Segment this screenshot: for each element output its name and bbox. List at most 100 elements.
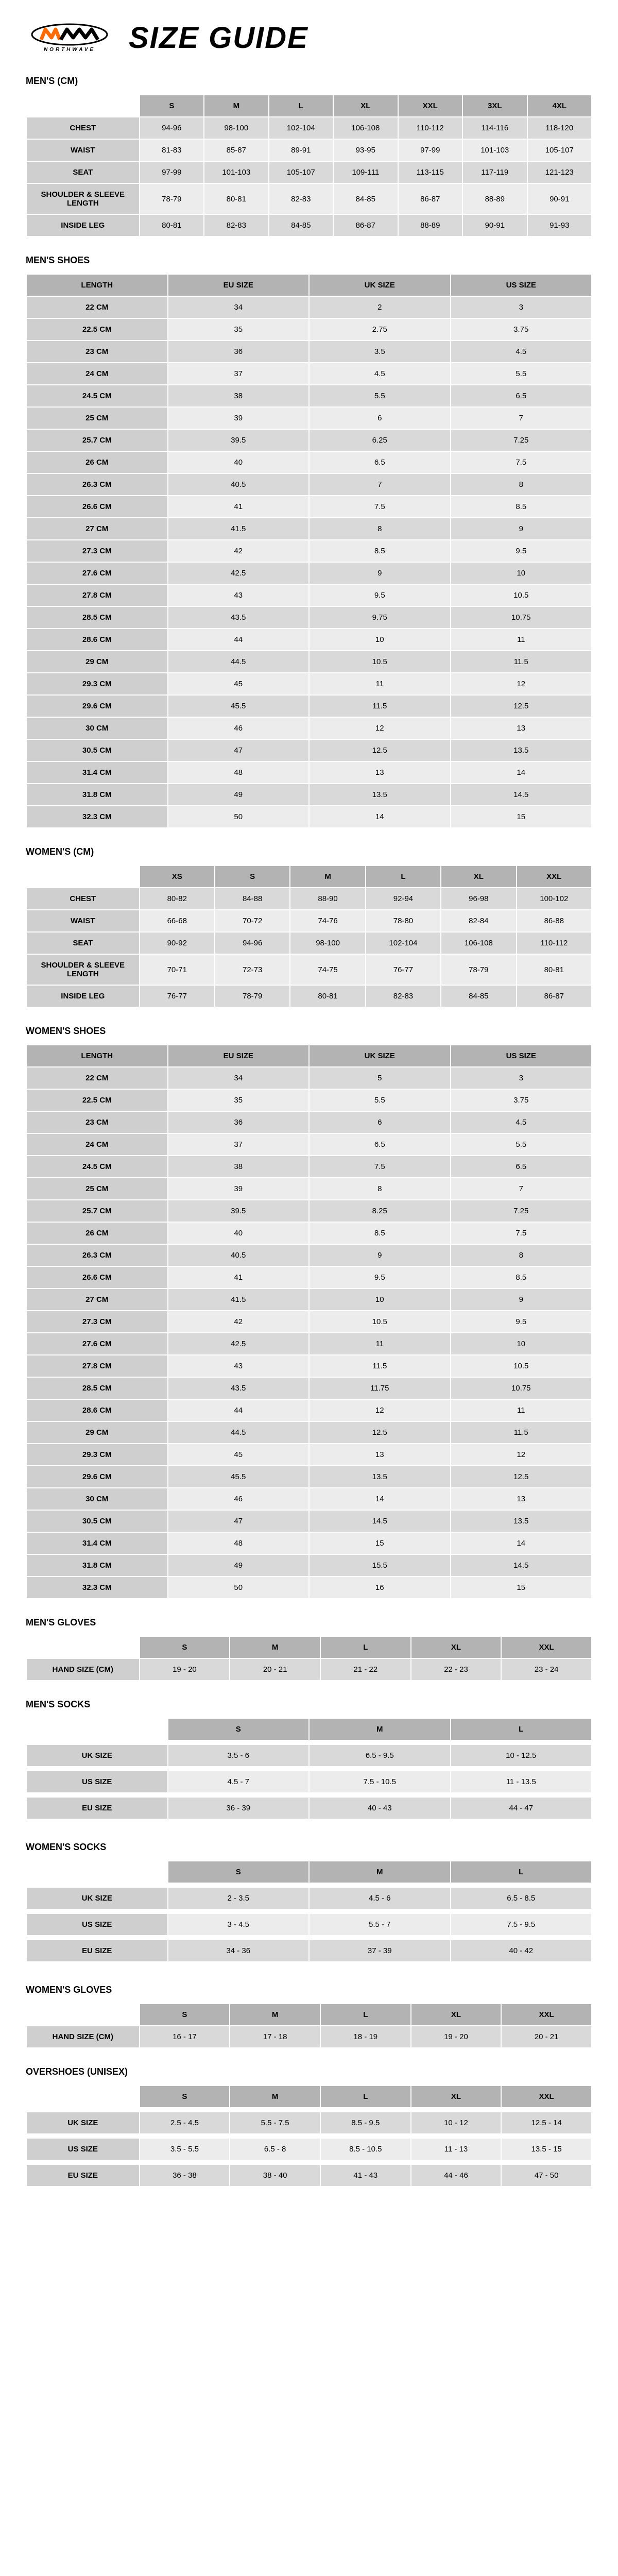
cell: 8.5 <box>309 1222 451 1244</box>
cell: 5.5 <box>309 385 451 407</box>
cell: 3.5 - 6 <box>168 1742 310 1769</box>
table-row: SHOULDER & SLEEVE LENGTH78-7980-8182-838… <box>26 183 592 214</box>
cell: 15 <box>451 1577 592 1599</box>
row-header: 24.5 CM <box>26 1156 168 1178</box>
row-header: 24 CM <box>26 363 168 385</box>
cell: 12.5 <box>309 739 451 761</box>
row-header: 27.3 CM <box>26 540 168 562</box>
cell: 4.5 - 7 <box>168 1769 310 1795</box>
cell: 11.5 <box>451 1421 592 1444</box>
cell: 13.5 <box>309 784 451 806</box>
cell: 45.5 <box>168 1466 310 1488</box>
cell: 14 <box>309 1488 451 1510</box>
column-header: XXL <box>398 95 462 117</box>
row-header: 26 CM <box>26 451 168 473</box>
cell: 13 <box>451 717 592 739</box>
cell: 94-96 <box>215 932 290 954</box>
cell: 40.5 <box>168 473 310 496</box>
table-row: 26.6 CM419.58.5 <box>26 1266 592 1289</box>
row-header: 28.5 CM <box>26 1377 168 1399</box>
row-header: HAND SIZE (CM) <box>26 2026 140 2048</box>
column-header <box>26 2004 140 2026</box>
cell: 2.75 <box>309 318 451 341</box>
row-header: US SIZE <box>26 1769 168 1795</box>
column-header: S <box>140 95 204 117</box>
table-row: 30.5 CM4714.513.5 <box>26 1510 592 1532</box>
cell: 13 <box>309 761 451 784</box>
column-header: 4XL <box>527 95 592 117</box>
cell: 6.5 - 8.5 <box>451 1885 592 1911</box>
row-header: US SIZE <box>26 1911 168 1938</box>
cell: 43.5 <box>168 1377 310 1399</box>
cell: 74-75 <box>290 954 365 985</box>
table-row: UK SIZE2.5 - 4.55.5 - 7.58.5 - 9.510 - 1… <box>26 2110 592 2136</box>
cell: 10 <box>309 629 451 651</box>
table-row: 24 CM374.55.5 <box>26 363 592 385</box>
cell: 42.5 <box>168 1333 310 1355</box>
cell: 21 - 22 <box>320 1658 411 1681</box>
row-header: 26 CM <box>26 1222 168 1244</box>
cell: 80-82 <box>140 888 215 910</box>
cell: 7.25 <box>451 1200 592 1222</box>
table-row: 22 CM3423 <box>26 296 592 318</box>
size-table: SMLUK SIZE3.5 - 66.5 - 9.510 - 12.5US SI… <box>26 1718 592 1824</box>
cell: 6.5 - 8 <box>230 2136 320 2162</box>
table-row: US SIZE4.5 - 77.5 - 10.511 - 13.5 <box>26 1769 592 1795</box>
cell: 3.75 <box>451 1089 592 1111</box>
column-header: UK SIZE <box>309 274 451 296</box>
section-title: WOMEN'S GLOVES <box>26 1985 592 1995</box>
table-row: 25 CM3967 <box>26 407 592 429</box>
cell: 80-81 <box>290 985 365 1007</box>
cell: 84-85 <box>441 985 516 1007</box>
row-header: 23 CM <box>26 1111 168 1133</box>
cell: 10 - 12.5 <box>451 1742 592 1769</box>
column-header: UK SIZE <box>309 1045 451 1067</box>
row-header: 31.8 CM <box>26 1554 168 1577</box>
column-header: L <box>320 1636 411 1658</box>
cell: 22 - 23 <box>411 1658 502 1681</box>
table-row: HAND SIZE (CM)19 - 2020 - 2121 - 2222 - … <box>26 1658 592 1681</box>
cell: 9 <box>309 1244 451 1266</box>
cell: 6 <box>309 1111 451 1133</box>
cell: 114-116 <box>462 117 527 139</box>
column-header: S <box>140 1636 230 1658</box>
sections-container: MEN'S (CM)SMLXLXXL3XL4XLCHEST94-9698-100… <box>26 76 592 2191</box>
cell: 6.5 <box>451 385 592 407</box>
cell: 44 <box>168 629 310 651</box>
row-header: 27.8 CM <box>26 1355 168 1377</box>
cell: 6.5 <box>451 1156 592 1178</box>
table-row: 23 CM3664.5 <box>26 1111 592 1133</box>
cell: 49 <box>168 784 310 806</box>
size-table: LENGTHEU SIZEUK SIZEUS SIZE22 CM345322.5… <box>26 1044 592 1599</box>
cell: 45.5 <box>168 695 310 717</box>
cell: 78-79 <box>215 985 290 1007</box>
size-table: SMLXLXXLUK SIZE2.5 - 4.55.5 - 7.58.5 - 9… <box>26 2085 592 2191</box>
cell: 34 <box>168 1067 310 1089</box>
cell: 44 <box>168 1399 310 1421</box>
cell: 97-99 <box>140 161 204 183</box>
column-header: L <box>320 2086 411 2110</box>
column-header: L <box>366 866 441 888</box>
column-header: XS <box>140 866 215 888</box>
column-header: XXL <box>517 866 592 888</box>
cell: 48 <box>168 761 310 784</box>
cell: 70-71 <box>140 954 215 985</box>
table-row: WAIST66-6870-7274-7678-8082-8486-88 <box>26 910 592 932</box>
cell: 105-107 <box>527 139 592 161</box>
row-header: 27.3 CM <box>26 1311 168 1333</box>
section-title: OVERSHOES (UNISEX) <box>26 2066 592 2077</box>
table-row: INSIDE LEG76-7778-7980-8182-8384-8586-87 <box>26 985 592 1007</box>
cell: 23 - 24 <box>501 1658 592 1681</box>
row-header: 22.5 CM <box>26 318 168 341</box>
cell: 8.25 <box>309 1200 451 1222</box>
cell: 12.5 - 14 <box>501 2110 592 2136</box>
row-header: WAIST <box>26 139 140 161</box>
table-row: 27.8 CM4311.510.5 <box>26 1355 592 1377</box>
cell: 106-108 <box>441 932 516 954</box>
table-row: 25.7 CM39.58.257.25 <box>26 1200 592 1222</box>
cell: 19 - 20 <box>411 2026 502 2048</box>
table-row: 25.7 CM39.56.257.25 <box>26 429 592 451</box>
row-header: 22.5 CM <box>26 1089 168 1111</box>
table-row: SEAT97-99101-103105-107109-111113-115117… <box>26 161 592 183</box>
cell: 88-89 <box>462 183 527 214</box>
